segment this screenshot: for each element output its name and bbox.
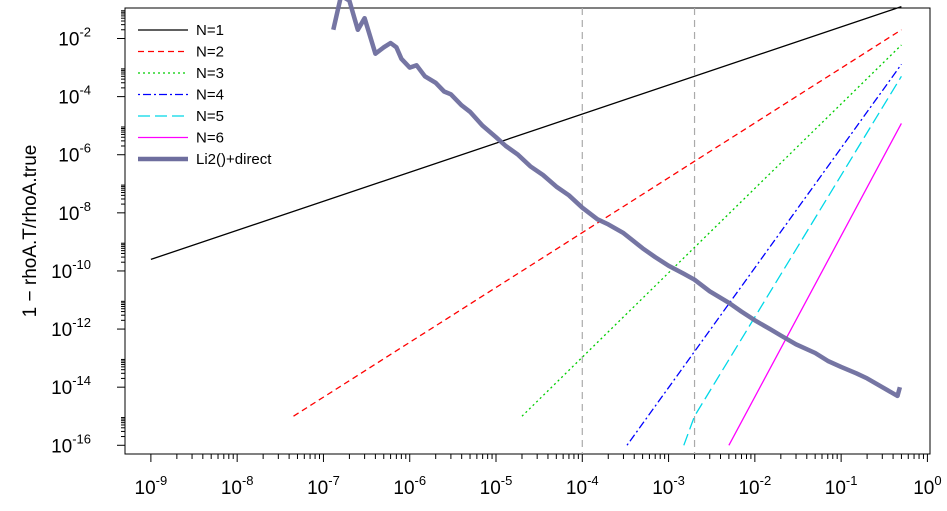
series-line-n-4 — [626, 63, 902, 446]
x-tick-label-1: 10-8 — [221, 473, 254, 499]
y-tick-label-0: 10-16 — [51, 431, 91, 457]
x-tick-label-0: 10-9 — [135, 473, 168, 499]
x-tick-label-8: 10-1 — [825, 473, 858, 499]
series-line-n-2 — [293, 29, 902, 417]
x-tick-label-3: 10-6 — [393, 473, 426, 499]
series-line-n-1 — [150, 5, 902, 261]
x-tick-label-2: 10-7 — [307, 473, 340, 499]
legend-label-0: N=1 — [196, 22, 224, 39]
y-axis-label: 1 − rhoA.T/rhoA.true — [20, 145, 41, 318]
legend: N=1 N=2 N=3 N=4 N=5 N=6 Li2()+direct — [138, 22, 272, 168]
legend-label-2: N=3 — [196, 65, 224, 82]
legend-label-6: Li2()+direct — [196, 151, 272, 168]
y-tick-label-5: 10-6 — [58, 141, 91, 167]
x-axis-ticks: 10-9 10-8 10-7 10-6 10-5 10-4 10-3 10-2 10-1 100 — [135, 454, 942, 499]
series-line-n-6 — [728, 123, 902, 446]
plot-frame — [124, 7, 931, 455]
y-tick-label-4: 10-8 — [58, 199, 91, 225]
series-line-n-3 — [521, 44, 902, 417]
series-line-n-5 — [683, 75, 902, 446]
y-tick-label-3: 10-10 — [51, 257, 91, 283]
series-line-li2-direct — [331, 0, 903, 399]
x-tick-label-6: 10-3 — [652, 473, 685, 499]
x-tick-label-7: 10-2 — [738, 473, 771, 499]
series-layer — [150, 0, 903, 446]
legend-label-3: N=4 — [196, 87, 224, 104]
legend-label-4: N=5 — [196, 108, 224, 125]
y-tick-label-7: 10-2 — [58, 25, 91, 51]
x-tick-label-4: 10-5 — [480, 473, 513, 499]
y-tick-label-1: 10-14 — [51, 373, 91, 399]
x-tick-label-5: 10-4 — [566, 473, 599, 499]
x-tick-label-9: 100 — [913, 473, 941, 499]
y-tick-label-2: 10-12 — [51, 315, 91, 341]
y-tick-label-6: 10-4 — [58, 83, 91, 109]
y-axis-ticks: 10-16 10-14 10-12 10-10 10-8 10-6 10-4 10-2 — [51, 10, 125, 457]
legend-label-1: N=2 — [196, 44, 224, 61]
vertical-reference-lines — [581, 8, 696, 454]
legend-label-5: N=6 — [196, 130, 224, 147]
